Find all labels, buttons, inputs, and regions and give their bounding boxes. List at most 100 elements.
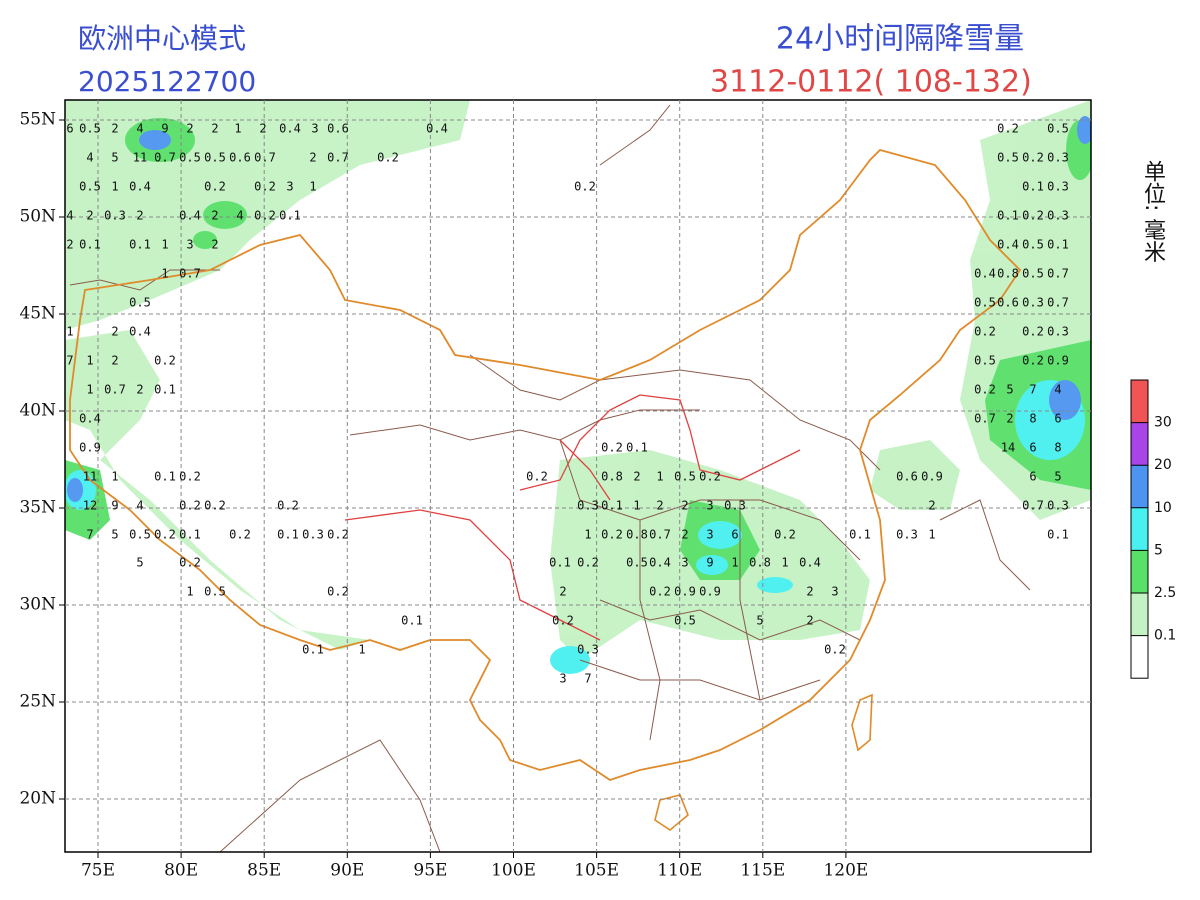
station-value: 2 [259, 122, 266, 136]
lon-label: 100E [491, 861, 536, 881]
station-value: 0.1 [179, 528, 201, 542]
legend-label: 5 [1154, 542, 1163, 558]
islands [654, 693, 873, 831]
lat-label: 35N [19, 498, 56, 518]
station-value: 7 [1029, 383, 1036, 397]
station-value: 3 [311, 122, 318, 136]
station-value: 0.2 [154, 528, 176, 542]
legend-swatch [1131, 465, 1148, 508]
station-value: 11 [83, 470, 97, 484]
station-value: 0.7 [974, 412, 996, 426]
station-value: 9 [706, 556, 713, 570]
station-value: 11 [133, 151, 147, 165]
station-value: 0.2 [1022, 151, 1044, 165]
station-value: 0.3 [724, 499, 746, 513]
map-frame [64, 99, 1092, 853]
station-value: 1 [731, 556, 738, 570]
station-value: 0.9 [699, 585, 721, 599]
station-value: 0.6 [997, 296, 1019, 310]
lon-label: 115E [740, 861, 785, 881]
station-value: 0.5 [974, 296, 996, 310]
station-value: 0.4 [974, 267, 996, 281]
station-value: 4 [136, 122, 143, 136]
station-value: 0.2 [179, 470, 201, 484]
lat-label: 55N [19, 110, 56, 130]
station-value: 0.4 [799, 556, 821, 570]
station-value: 0.3 [302, 528, 324, 542]
station-value: 3 [186, 238, 193, 252]
station-value: 5 [111, 528, 118, 542]
station-value: 0.2 [601, 528, 623, 542]
station-value: 1 [86, 383, 93, 397]
boundaries [69, 104, 1031, 852]
station-value: 0.1 [1022, 180, 1044, 194]
station-value: 0.8 [997, 267, 1019, 281]
station-value: 0.9 [1047, 354, 1069, 368]
station-value: 0.1 [279, 209, 301, 223]
station-value: 1 [234, 122, 241, 136]
station-value: 1 [86, 354, 93, 368]
station-value: 0.4 [279, 122, 301, 136]
station-value: 0.6 [896, 470, 918, 484]
legend-label: 2.5 [1154, 585, 1176, 601]
station-value: 4 [236, 209, 243, 223]
station-value: 0.1 [154, 470, 176, 484]
station-value: 0.1 [601, 499, 623, 513]
station-value: 0.3 [577, 643, 599, 657]
station-value: 0.3 [1022, 296, 1044, 310]
legend-swatch [1131, 593, 1148, 636]
station-value: 0.7 [104, 383, 126, 397]
station-value: 2 [633, 470, 640, 484]
station-value: 3 [706, 528, 713, 542]
station-value: 1 [161, 238, 168, 252]
station-value: 1 [161, 267, 168, 281]
station-value: 5 [756, 614, 763, 628]
station-value: 2 [86, 209, 93, 223]
station-value: 2 [681, 499, 688, 513]
station-value: 1 [111, 180, 118, 194]
station-value: 0.1 [302, 643, 324, 657]
legend-swatch [1131, 422, 1148, 466]
station-value: 2 [559, 585, 566, 599]
station-value: 0.5 [79, 180, 101, 194]
unit-label: 单位: 毫米 [1140, 160, 1166, 263]
station-value: 4 [136, 499, 143, 513]
station-value: 3 [681, 556, 688, 570]
station-value: 0.1 [626, 441, 648, 455]
station-value: 0.2 [204, 180, 226, 194]
station-value: 0.5 [997, 151, 1019, 165]
legend-label: 0.1 [1154, 628, 1176, 644]
station-value: 0.2 [824, 643, 846, 657]
country-border [69, 148, 1022, 781]
station-value: 2 [211, 209, 218, 223]
station-value: 0.5 [974, 354, 996, 368]
lat-label: 30N [19, 595, 56, 615]
lon-label: 95E [413, 861, 447, 881]
station-value: 0.2 [1022, 325, 1044, 339]
station-value: 1 [633, 499, 640, 513]
lat-label: 25N [19, 692, 56, 712]
station-value: 2 [186, 122, 193, 136]
region-lines [344, 394, 801, 641]
station-value: 3 [559, 672, 566, 686]
station-value: 0.3 [1047, 325, 1069, 339]
station-value: 1 [584, 528, 591, 542]
station-value: 0.5 [204, 585, 226, 599]
legend-swatch [1131, 380, 1148, 423]
station-value: 1 [111, 470, 118, 484]
station-value: 0.1 [277, 528, 299, 542]
station-value: 0.7 [179, 267, 201, 281]
lat-label: 40N [19, 401, 56, 421]
station-value: 14 [1001, 441, 1015, 455]
station-value: 0.2 [277, 499, 299, 513]
lon-label: 120E [823, 861, 868, 881]
station-value: 0.3 [1047, 209, 1069, 223]
station-value: 0.9 [674, 585, 696, 599]
station-value: 6 [1054, 412, 1061, 426]
station-value: 2 [111, 325, 118, 339]
station-value: 3 [831, 585, 838, 599]
lon-label: 90E [330, 861, 364, 881]
station-value: 0.5 [674, 470, 696, 484]
station-value: 0.3 [104, 209, 126, 223]
